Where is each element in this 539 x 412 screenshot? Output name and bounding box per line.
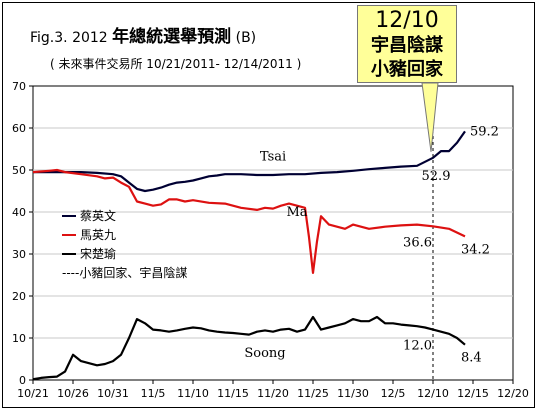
x-tick-label: 12/5 xyxy=(381,387,406,400)
data-label: 36.6 xyxy=(403,235,432,250)
legend-item-ma: 馬英九 xyxy=(62,225,187,244)
legend-item-event: ----小豬回家、宇昌陰謀 xyxy=(62,263,187,282)
callout-line-3: 小豬回家 xyxy=(371,59,443,80)
x-tick-label: 11/25 xyxy=(297,387,329,400)
data-label: 8.4 xyxy=(461,351,482,366)
x-tick-label: 11/5 xyxy=(141,387,166,400)
x-tick-label: 12/10 xyxy=(417,387,449,400)
data-label: 12.0 xyxy=(403,339,432,354)
x-tick-label: 11/20 xyxy=(257,387,289,400)
legend-item-tsai: 蔡英文 xyxy=(62,206,187,225)
series-line-0 xyxy=(33,130,466,193)
x-tick-label: 11/15 xyxy=(217,387,249,400)
series-line-2 xyxy=(32,315,466,381)
callout-date: 12/10 xyxy=(375,8,439,33)
title-prefix: Fig.3. 2012 xyxy=(30,30,113,46)
series-name-label: Tsai xyxy=(260,149,286,164)
legend-item-soong: 宋楚瑜 xyxy=(62,244,187,263)
data-label: 34.2 xyxy=(461,242,490,257)
legend-swatch xyxy=(62,214,76,217)
legend-swatch xyxy=(62,252,76,255)
x-tick-label: 11/10 xyxy=(177,387,209,400)
data-label: 59.2 xyxy=(470,124,499,139)
series-name-label: Soong xyxy=(244,346,285,361)
event-callout: 12/10 宇昌陰謀 小豬回家 xyxy=(357,5,457,83)
callout-line-2: 宇昌陰謀 xyxy=(371,35,443,56)
legend-label: 蔡英文 xyxy=(80,209,117,223)
title-main: 年總統選舉預測 xyxy=(112,27,232,47)
series-name-label: Ma xyxy=(286,205,307,220)
y-tick-label: 40 xyxy=(12,206,26,219)
x-tick-label: 12/15 xyxy=(457,387,489,400)
data-label: 52.9 xyxy=(422,169,451,184)
chart-subtitle: ( 未來事件交易所 10/21/2011- 12/14/2011 ) xyxy=(50,57,302,71)
y-tick-label: 70 xyxy=(12,80,26,93)
y-tick-label: 20 xyxy=(12,290,26,303)
x-tick-label: 10/26 xyxy=(57,387,89,400)
y-tick-label: 60 xyxy=(12,122,26,135)
x-tick-label: 11/30 xyxy=(337,387,369,400)
y-tick-label: 10 xyxy=(12,332,26,345)
y-tick-label: 0 xyxy=(19,374,26,387)
x-tick-label: 10/21 xyxy=(17,387,49,400)
title-suffix: (B) xyxy=(231,30,257,46)
x-tick-label: 12/20 xyxy=(497,387,529,400)
x-tick-label: 10/31 xyxy=(97,387,129,400)
chart-legend: 蔡英文 馬英九 宋楚瑜 ----小豬回家、宇昌陰謀 xyxy=(62,206,187,282)
series-line-1 xyxy=(32,168,466,274)
legend-swatch xyxy=(62,233,76,236)
legend-label: 宋楚瑜 xyxy=(80,247,117,261)
callout-pointer xyxy=(421,82,439,152)
chart-title: Fig.3. 2012 年總統選舉預測 (B) xyxy=(30,22,256,47)
y-tick-label: 50 xyxy=(12,164,26,177)
legend-label: 馬英九 xyxy=(80,228,117,242)
legend-label: ----小豬回家、宇昌陰謀 xyxy=(62,266,188,280)
y-tick-label: 30 xyxy=(12,248,26,261)
